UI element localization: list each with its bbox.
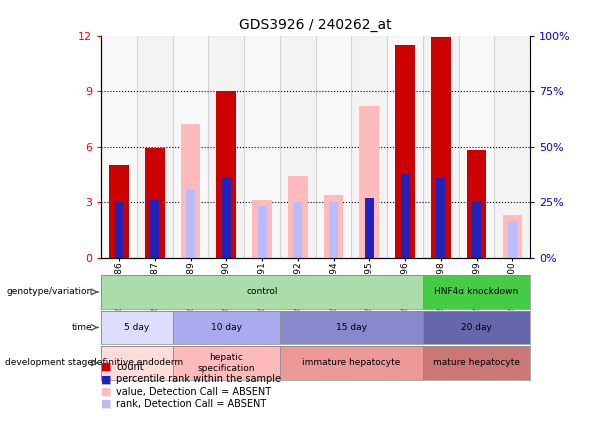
Bar <box>431 37 451 258</box>
Bar <box>280 311 423 344</box>
Text: time: time <box>72 323 93 332</box>
Bar <box>288 176 308 258</box>
Text: percentile rank within the sample: percentile rank within the sample <box>116 374 281 384</box>
Bar <box>181 124 200 258</box>
Bar <box>101 346 173 380</box>
Bar <box>244 36 280 258</box>
Bar <box>294 202 302 258</box>
Text: HNF4α knockdown: HNF4α knockdown <box>435 287 519 297</box>
Bar <box>423 275 530 309</box>
Text: ■: ■ <box>101 374 112 384</box>
Bar <box>316 36 351 258</box>
Bar <box>395 45 415 258</box>
Text: ■: ■ <box>101 399 112 409</box>
Bar <box>257 206 267 258</box>
Bar <box>387 36 423 258</box>
Text: definitive endoderm: definitive endoderm <box>91 358 183 368</box>
Bar <box>222 178 230 258</box>
Bar <box>101 311 173 344</box>
Text: count: count <box>116 362 144 372</box>
Bar <box>508 221 517 258</box>
Text: 10 day: 10 day <box>211 323 242 332</box>
Bar <box>101 275 423 309</box>
Text: development stage: development stage <box>4 358 93 368</box>
Bar <box>208 36 244 258</box>
Bar <box>280 36 316 258</box>
Bar <box>216 91 236 258</box>
Text: hepatic
specification: hepatic specification <box>197 353 255 373</box>
Text: 20 day: 20 day <box>461 323 492 332</box>
Bar <box>186 189 195 258</box>
Bar <box>472 202 481 258</box>
Bar <box>423 346 530 380</box>
Bar <box>423 36 459 258</box>
Bar <box>324 194 343 258</box>
Text: rank, Detection Call = ABSENT: rank, Detection Call = ABSENT <box>116 399 267 409</box>
Bar <box>495 36 530 258</box>
Bar <box>173 311 280 344</box>
Bar <box>466 150 487 258</box>
Bar <box>280 346 423 380</box>
Bar <box>150 200 159 258</box>
Bar <box>329 202 338 258</box>
Bar <box>359 106 379 258</box>
Bar <box>173 36 208 258</box>
Bar <box>137 36 173 258</box>
Bar <box>436 178 445 258</box>
Text: ■: ■ <box>101 387 112 396</box>
Text: ■: ■ <box>101 362 112 372</box>
Bar <box>351 36 387 258</box>
Bar <box>423 311 530 344</box>
Bar <box>145 148 165 258</box>
Bar <box>401 174 409 258</box>
Text: immature hepatocyte: immature hepatocyte <box>302 358 401 368</box>
Title: GDS3926 / 240262_at: GDS3926 / 240262_at <box>240 18 392 32</box>
Bar <box>115 202 123 258</box>
Bar <box>503 215 522 258</box>
Bar <box>365 198 374 258</box>
Text: value, Detection Call = ABSENT: value, Detection Call = ABSENT <box>116 387 272 396</box>
Text: 15 day: 15 day <box>336 323 367 332</box>
Bar <box>459 36 495 258</box>
Bar <box>252 200 272 258</box>
Bar <box>101 36 137 258</box>
Bar <box>109 165 129 258</box>
Bar <box>173 346 280 380</box>
Text: mature hepatocyte: mature hepatocyte <box>433 358 520 368</box>
Text: control: control <box>246 287 278 297</box>
Text: genotype/variation: genotype/variation <box>6 287 93 297</box>
Text: 5 day: 5 day <box>124 323 150 332</box>
